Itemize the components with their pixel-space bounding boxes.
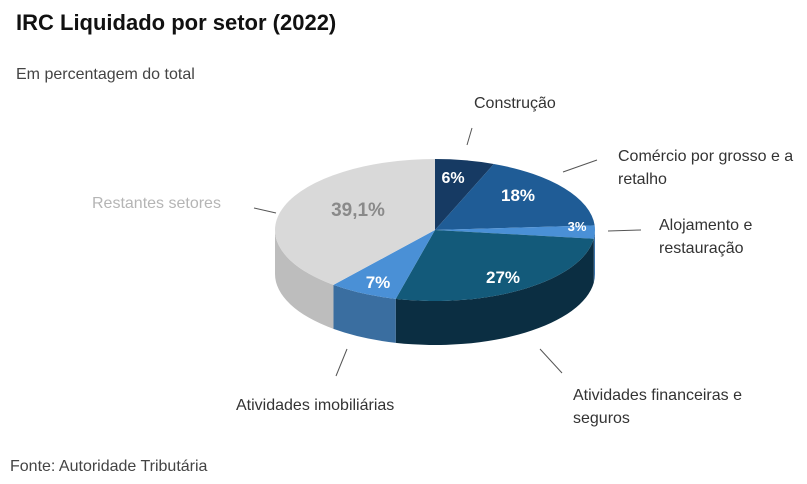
category-label-restantes: Restantes setores bbox=[92, 195, 221, 212]
pie-slice bbox=[435, 225, 595, 239]
pie-slice bbox=[435, 163, 595, 230]
category-label-imobiliarias: Atividades imobiliárias bbox=[236, 397, 395, 414]
data-label: 39,1% bbox=[331, 200, 385, 221]
pie-slice bbox=[333, 230, 435, 299]
pie-slice-side bbox=[333, 284, 396, 343]
category-label-construcao: Construção bbox=[474, 95, 556, 112]
pie-slice bbox=[395, 230, 594, 301]
source-note: Fonte: Autoridade Tributária bbox=[10, 458, 208, 475]
chart-subtitle: Em percentagem do total bbox=[16, 66, 195, 83]
leader-line bbox=[607, 229, 642, 232]
data-label: 18% bbox=[501, 186, 535, 205]
pie-slice-side bbox=[275, 230, 334, 329]
pie-slice-side bbox=[395, 238, 594, 345]
category-label-comercio: Comércio por grosso e a retalho bbox=[618, 148, 794, 188]
pie-slice-side bbox=[593, 230, 595, 283]
leader-line bbox=[539, 348, 563, 374]
leader-line bbox=[562, 159, 598, 173]
pie-slice bbox=[275, 159, 435, 285]
data-label: 6% bbox=[441, 170, 464, 187]
data-label: 3% bbox=[568, 219, 587, 234]
data-label: 7% bbox=[366, 273, 391, 292]
category-label-alojamento: Alojamento e restauração bbox=[659, 217, 753, 257]
leader-line bbox=[466, 127, 473, 146]
leader-line bbox=[335, 348, 348, 377]
pie-slice bbox=[435, 159, 494, 230]
data-label: 27% bbox=[486, 268, 520, 287]
chart-title: IRC Liquidado por setor (2022) bbox=[16, 10, 337, 35]
leader-line bbox=[253, 207, 277, 214]
category-label-financeiras: Atividades financeiras e seguros bbox=[573, 387, 742, 427]
